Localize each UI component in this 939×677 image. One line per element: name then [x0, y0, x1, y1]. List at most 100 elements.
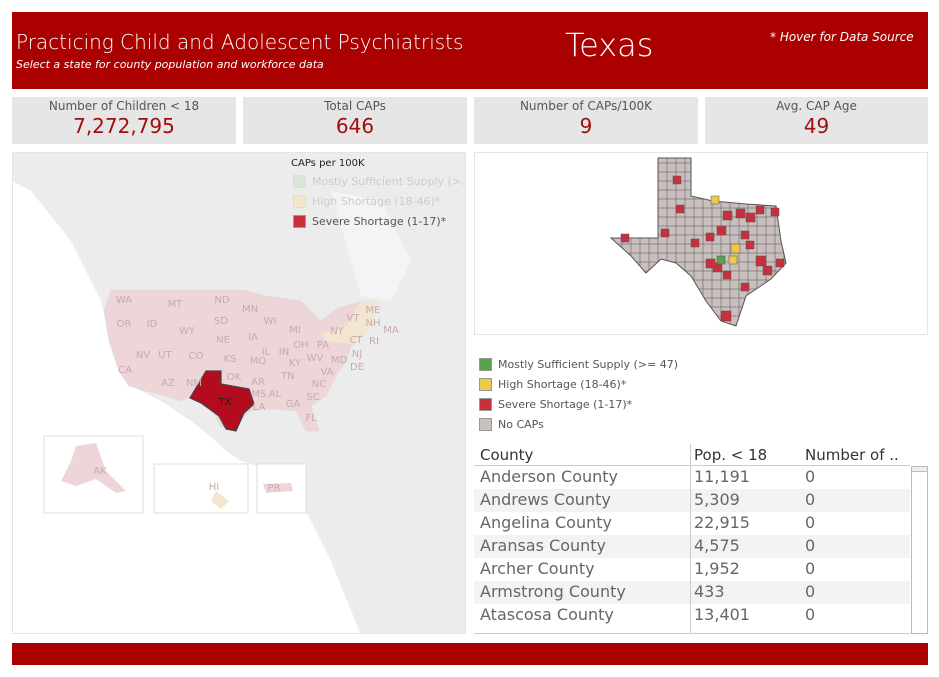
state-label-la[interactable]: LA: [252, 402, 266, 413]
scrollbar-thumb[interactable]: [912, 467, 927, 472]
state-label-wv[interactable]: WV: [306, 353, 324, 364]
state-label-ca[interactable]: CA: [118, 365, 132, 376]
state-label-sd[interactable]: SD: [213, 316, 229, 327]
us-legend-item[interactable]: High Shortage (18-46)*: [293, 195, 440, 208]
state-label-ks[interactable]: KS: [223, 354, 237, 365]
us-map[interactable]: WA MT ND MN OR ID WY SD WI MI NY ME VT NH MA CT RI NE IA PA…: [12, 152, 466, 634]
column-header-number[interactable]: Number of ..: [805, 446, 899, 464]
county-legend-item[interactable]: No CAPs: [479, 418, 544, 431]
kpi-caps-per-100k: Number of CAPs/100K 9: [474, 97, 698, 144]
state-label-mi[interactable]: MI: [289, 325, 301, 336]
pop-cell: 5,309: [694, 490, 740, 509]
state-label-nc[interactable]: NC: [311, 379, 327, 390]
kpi-value: 646: [335, 114, 375, 138]
number-cell: 0: [805, 559, 816, 578]
legend-label: High Shortage (18-46)*: [312, 195, 441, 208]
us-legend-item[interactable]: Mostly Sufficient Supply (>..: [293, 175, 465, 188]
state-label-ar[interactable]: AR: [251, 377, 265, 388]
county-table: County Pop. < 18 Number of .. Anderson C…: [474, 444, 910, 634]
texas-county-map[interactable]: [474, 152, 928, 335]
legend-label: Severe Shortage (1-17)*: [312, 215, 447, 228]
table-row[interactable]: Angelina County 22,915 0: [474, 512, 910, 535]
state-label-me[interactable]: ME: [365, 305, 381, 316]
county-cell: Aransas County: [480, 536, 607, 555]
state-label-wa[interactable]: WA: [115, 295, 133, 306]
column-header-pop[interactable]: Pop. < 18: [694, 446, 768, 464]
state-label-ct[interactable]: CT: [349, 335, 363, 346]
number-cell: 0: [805, 490, 816, 509]
state-label-nd[interactable]: ND: [214, 295, 230, 306]
state-label-ne[interactable]: NE: [216, 335, 230, 346]
state-label-mn[interactable]: MN: [241, 304, 259, 315]
table-row[interactable]: Atascosa County 13,401 0: [474, 604, 910, 627]
state-label-ut[interactable]: UT: [158, 350, 172, 361]
state-label-nv[interactable]: NV: [135, 350, 151, 361]
state-label-ia[interactable]: IA: [248, 332, 258, 343]
legend-swatch: [293, 175, 306, 188]
state-label-il[interactable]: IL: [261, 347, 271, 358]
selected-state: Texas: [565, 26, 654, 64]
state-label-az[interactable]: AZ: [161, 378, 175, 389]
state-label-tn[interactable]: TN: [281, 371, 295, 382]
column-divider: [690, 466, 691, 633]
state-label-pa[interactable]: PA: [316, 340, 330, 351]
county-legend-item[interactable]: Severe Shortage (1-17)*: [479, 398, 632, 411]
number-cell: 0: [805, 605, 816, 624]
table-row[interactable]: Anderson County 11,191 0: [474, 466, 910, 489]
state-label-vt[interactable]: VT: [346, 313, 360, 324]
state-label-wy[interactable]: WY: [179, 326, 195, 337]
state-label-ok[interactable]: OK: [226, 372, 242, 383]
state-label-co[interactable]: CO: [188, 351, 204, 362]
state-label-de[interactable]: DE: [349, 362, 365, 373]
footer-banner: [12, 643, 928, 665]
county-cell: Andrews County: [480, 490, 611, 509]
state-label-md[interactable]: MD: [330, 355, 348, 366]
us-map-shapes: [13, 153, 465, 633]
legend-swatch: [479, 398, 492, 411]
header-banner: Practicing Child and Adolescent Psychiat…: [12, 12, 928, 89]
state-label-pr[interactable]: PR: [267, 483, 281, 494]
state-label-ky[interactable]: KY: [288, 358, 302, 369]
state-label-nm[interactable]: NM: [185, 378, 203, 389]
state-label-id[interactable]: ID: [146, 319, 158, 330]
state-label-mo[interactable]: MO: [249, 356, 267, 367]
legend-label: No CAPs: [498, 418, 544, 431]
state-label-nh[interactable]: NH: [365, 318, 381, 329]
county-legend-item[interactable]: High Shortage (18-46)*: [479, 378, 626, 391]
page-subtitle: Select a state for county population and…: [16, 58, 324, 71]
state-label-al[interactable]: AL: [268, 389, 282, 400]
column-header-county[interactable]: County: [480, 446, 534, 464]
state-label-ms[interactable]: MS: [251, 389, 267, 400]
legend-label: High Shortage (18-46)*: [498, 378, 627, 391]
state-label-oh[interactable]: OH: [293, 340, 309, 351]
state-label-sc[interactable]: SC: [306, 392, 320, 403]
county-legend-item[interactable]: Mostly Sufficient Supply (>= 47): [479, 358, 678, 371]
state-label-nj[interactable]: NJ: [351, 349, 363, 360]
state-label-va[interactable]: VA: [320, 367, 334, 378]
state-label-or[interactable]: OR: [116, 319, 132, 330]
data-source-hint[interactable]: * Hover for Data Source: [770, 30, 914, 44]
state-label-ak[interactable]: AK: [93, 466, 107, 477]
table-row[interactable]: Archer County 1,952 0: [474, 558, 910, 581]
number-cell: 0: [805, 467, 816, 486]
table-row[interactable]: Andrews County 5,309 0: [474, 489, 910, 512]
table-row[interactable]: Armstrong County 433 0: [474, 581, 910, 604]
kpi-children: Number of Children < 18 7,272,795: [12, 97, 236, 144]
county-cell: Atascosa County: [480, 605, 614, 624]
state-label-tx[interactable]: TX: [218, 397, 232, 408]
state-label-wi[interactable]: WI: [263, 316, 277, 327]
state-label-hi[interactable]: HI: [208, 482, 220, 493]
kpi-avg-age: Avg. CAP Age 49: [705, 97, 928, 144]
us-legend-item[interactable]: Severe Shortage (1-17)*: [293, 215, 446, 228]
state-label-fl[interactable]: FL: [305, 413, 317, 424]
table-row[interactable]: Aransas County 4,575 0: [474, 535, 910, 558]
kpi-label: Number of Children < 18: [48, 99, 200, 113]
table-scrollbar[interactable]: [911, 466, 928, 634]
state-label-ga[interactable]: GA: [285, 399, 301, 410]
state-label-mt[interactable]: MT: [167, 299, 183, 310]
state-label-in[interactable]: IN: [278, 347, 290, 358]
kpi-label: Number of CAPs/100K: [519, 99, 653, 113]
state-label-ny[interactable]: NY: [330, 326, 344, 337]
state-label-ma[interactable]: MA: [383, 325, 399, 336]
state-label-ri[interactable]: RI: [369, 336, 379, 347]
